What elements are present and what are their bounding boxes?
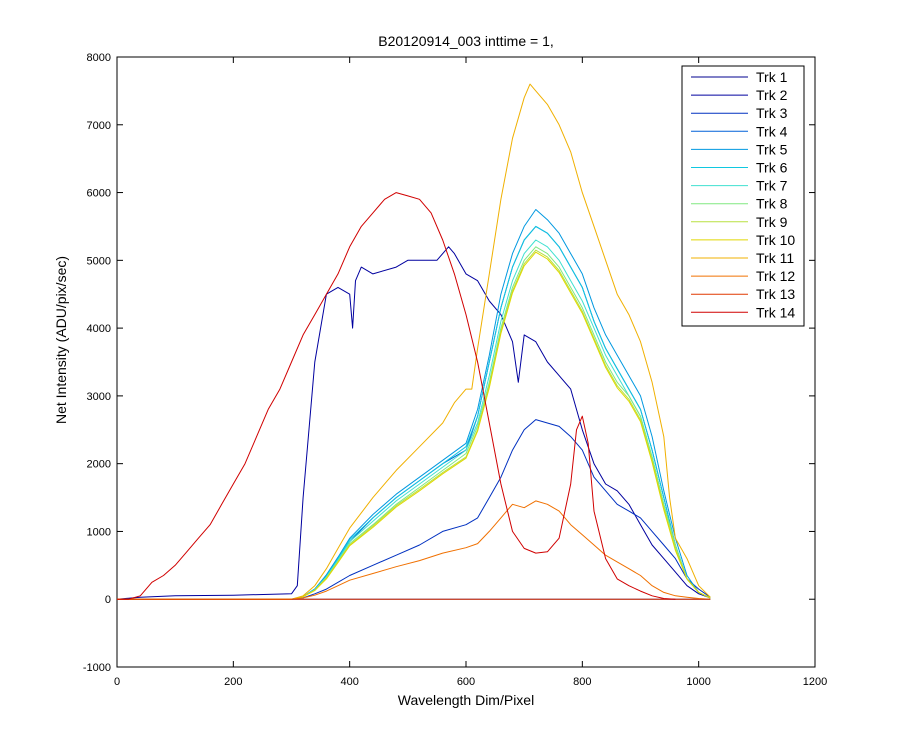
legend-label: Trk 2 — [756, 87, 788, 103]
legend-label: Trk 14 — [756, 304, 795, 320]
legend-label: Trk 12 — [756, 268, 795, 284]
series-line-trk-6 — [117, 225, 711, 600]
x-tick-label: 400 — [340, 676, 358, 688]
series-line-trk-11 — [117, 83, 711, 600]
x-tick-label: 0 — [114, 676, 120, 688]
series-line-trk-5 — [117, 209, 711, 600]
y-tick-label: 1000 — [87, 526, 111, 538]
y-tick-label: 2000 — [87, 459, 111, 471]
legend-label: Trk 8 — [756, 196, 788, 212]
legend-label: Trk 13 — [756, 286, 795, 302]
legend-label: Trk 1 — [756, 69, 788, 85]
y-tick-label: 4000 — [87, 323, 111, 335]
legend-label: Trk 6 — [756, 160, 788, 176]
y-tick-label: 6000 — [87, 188, 111, 200]
x-tick-label: 800 — [573, 676, 591, 688]
legend-box — [681, 65, 805, 327]
y-tick-label: 8000 — [87, 52, 111, 64]
legend-label: Trk 3 — [756, 105, 788, 121]
legend-label: Trk 9 — [756, 214, 788, 230]
x-axis-label: Wavelength Dim/Pixel — [398, 692, 534, 708]
y-tick-label: 3000 — [87, 391, 111, 403]
series-lines — [116, 83, 711, 600]
series-line-trk-3 — [117, 419, 711, 600]
series-line-trk-2 — [116, 246, 711, 600]
series-line-trk-12 — [117, 500, 711, 600]
series-line-trk-14 — [117, 192, 676, 600]
chart-title: B20120914_003 inttime = 1, — [378, 33, 554, 49]
legend: Trk 1 Trk 2 Trk 3 Trk 4 Trk 5 Trk 6 Trk 7 Trk 8… — [681, 65, 805, 327]
x-tick-label: 200 — [224, 676, 242, 688]
x-axis: 0 200 400 600 800 1000 1200 — [114, 57, 827, 688]
y-tick-label: 5000 — [87, 255, 111, 267]
x-tick-label: 1200 — [803, 676, 827, 688]
y-tick-label: -1000 — [83, 662, 111, 674]
series-line-trk-10 — [117, 251, 711, 600]
legend-label: Trk 7 — [756, 178, 788, 194]
y-tick-label: 0 — [105, 594, 111, 606]
legend-label: Trk 11 — [756, 250, 794, 266]
legend-label: Trk 5 — [756, 141, 788, 157]
y-axis-label: Net Intensity (ADU/pix/sec) — [53, 256, 69, 424]
x-tick-label: 1000 — [686, 676, 710, 688]
y-axis: -1000 0 1000 2000 3000 4000 5000 6000 7000 8000 — [83, 52, 815, 674]
x-tick-label: 600 — [457, 676, 475, 688]
legend-label: Trk 10 — [756, 232, 795, 248]
y-tick-label: 7000 — [87, 120, 111, 132]
legend-label: Trk 4 — [756, 123, 788, 139]
